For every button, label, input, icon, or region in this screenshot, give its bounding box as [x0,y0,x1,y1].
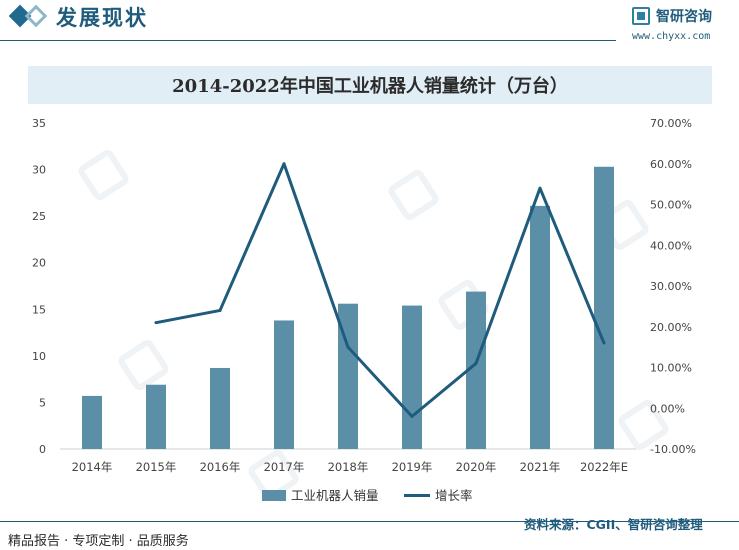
growth-rate-point-7 [602,341,606,345]
watermark-mark [118,340,169,390]
growth-rate-point-4 [410,414,414,418]
growth-rate-point-6 [538,186,542,190]
bar-8 [594,166,614,449]
source-note: 资料来源：CGII、智研咨询整理 [524,517,703,532]
x-tick-label: 2015年 [136,460,177,474]
bar-1 [146,384,166,449]
bar-4 [338,303,358,449]
y-right-tick-label: 40.00% [650,239,692,252]
watermark-mark [618,400,669,450]
x-tick-label: 2020年 [456,460,497,474]
x-tick-label: 2017年 [264,460,305,474]
x-tick-label: 2014年 [72,460,113,474]
brand-logo: 智研咨询 [632,6,712,26]
y-right-tick-label: 50.00% [650,199,692,212]
legend-label-bar: 工业机器人销量 [291,488,379,503]
watermark-mark [78,150,129,200]
y-right-tick-label: -10.00% [650,443,696,456]
bar-2 [210,367,230,449]
growth-rate-point-3 [346,345,350,349]
y-left-tick-label: 0 [39,443,46,456]
title-band [28,66,712,104]
logo-icon [632,7,650,25]
y-left-tick-label: 10 [32,350,46,363]
section-title: 发展现状 [56,5,148,30]
bar-7 [530,205,550,449]
bar-3 [274,320,294,449]
growth-rate-point-5 [474,361,478,365]
growth-rate-point-2 [282,162,286,166]
footer-divider [0,521,739,522]
logo-url: www.chyxx.com [632,31,711,42]
legend-swatch-bar [262,490,286,501]
watermark-mark [248,450,299,500]
legend-label-line: 增长率 [435,488,473,503]
chart-title: 2014-2022年中国工业机器人销量统计（万台） [172,76,568,97]
x-tick-label: 2018年 [328,460,369,474]
y-right-tick-label: 0.00% [650,402,685,415]
y-left-tick-label: 25 [32,210,46,223]
x-tick-label: 2016年 [200,460,241,474]
y-left-tick-label: 15 [32,303,46,316]
x-tick-label: 2021年 [520,460,561,474]
y-right-tick-label: 20.00% [650,321,692,334]
growth-rate-point-1 [218,308,222,312]
header: 发展现状 智研咨询 www.chyxx.com [0,0,739,44]
footer-tagline: 精品报告 · 专项定制 · 品质服务 [8,534,189,549]
y-left-tick-label: 20 [32,257,46,270]
y-left-tick-label: 5 [39,396,46,409]
y-right-tick-label: 60.00% [650,158,692,171]
header-divider [0,40,616,41]
logo-text: 智研咨询 [656,9,712,25]
x-tick-label: 2019年 [392,460,433,474]
growth-rate-point-0 [154,321,158,325]
y-right-tick-label: 10.00% [650,362,692,375]
x-tick-label: 2022年E [580,460,628,474]
y-right-tick-label: 30.00% [650,280,692,293]
y-left-tick-label: 30 [32,164,46,177]
watermark-mark [388,170,439,220]
y-left-tick-label: 35 [32,117,46,130]
growth-rate-line [155,162,606,418]
bar-5 [402,305,422,449]
bar-0 [82,395,102,449]
y-right-tick-label: 70.00% [650,117,692,130]
bar-6 [466,291,486,449]
